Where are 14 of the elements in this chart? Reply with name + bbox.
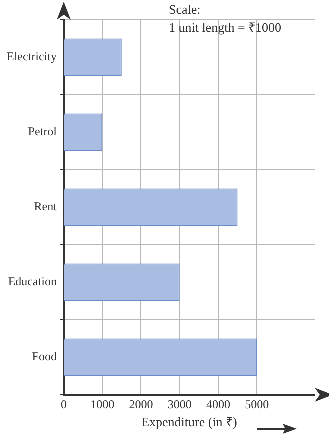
annotation: 1 unit length = ₹1000 xyxy=(168,20,282,35)
y-tick-label: Education xyxy=(8,274,57,289)
x-tick-label: 3000 xyxy=(168,397,192,412)
x-tick-label: 2000 xyxy=(129,397,154,412)
x-tick-label: 1000 xyxy=(90,397,115,412)
text: Scale: xyxy=(168,2,201,17)
x-tick-label: 0 xyxy=(60,397,67,412)
y-tick-label: Electricity xyxy=(6,50,57,64)
x-axis-title: Expenditure (in ₹) xyxy=(142,414,238,430)
y-tick-label: Food xyxy=(32,350,57,364)
y-tick-label: Rent xyxy=(34,200,58,214)
y-tick-label: Petrol xyxy=(28,124,58,139)
x-tick-label: 4000 xyxy=(206,397,230,412)
x-tick-label: 5000 xyxy=(245,397,270,412)
